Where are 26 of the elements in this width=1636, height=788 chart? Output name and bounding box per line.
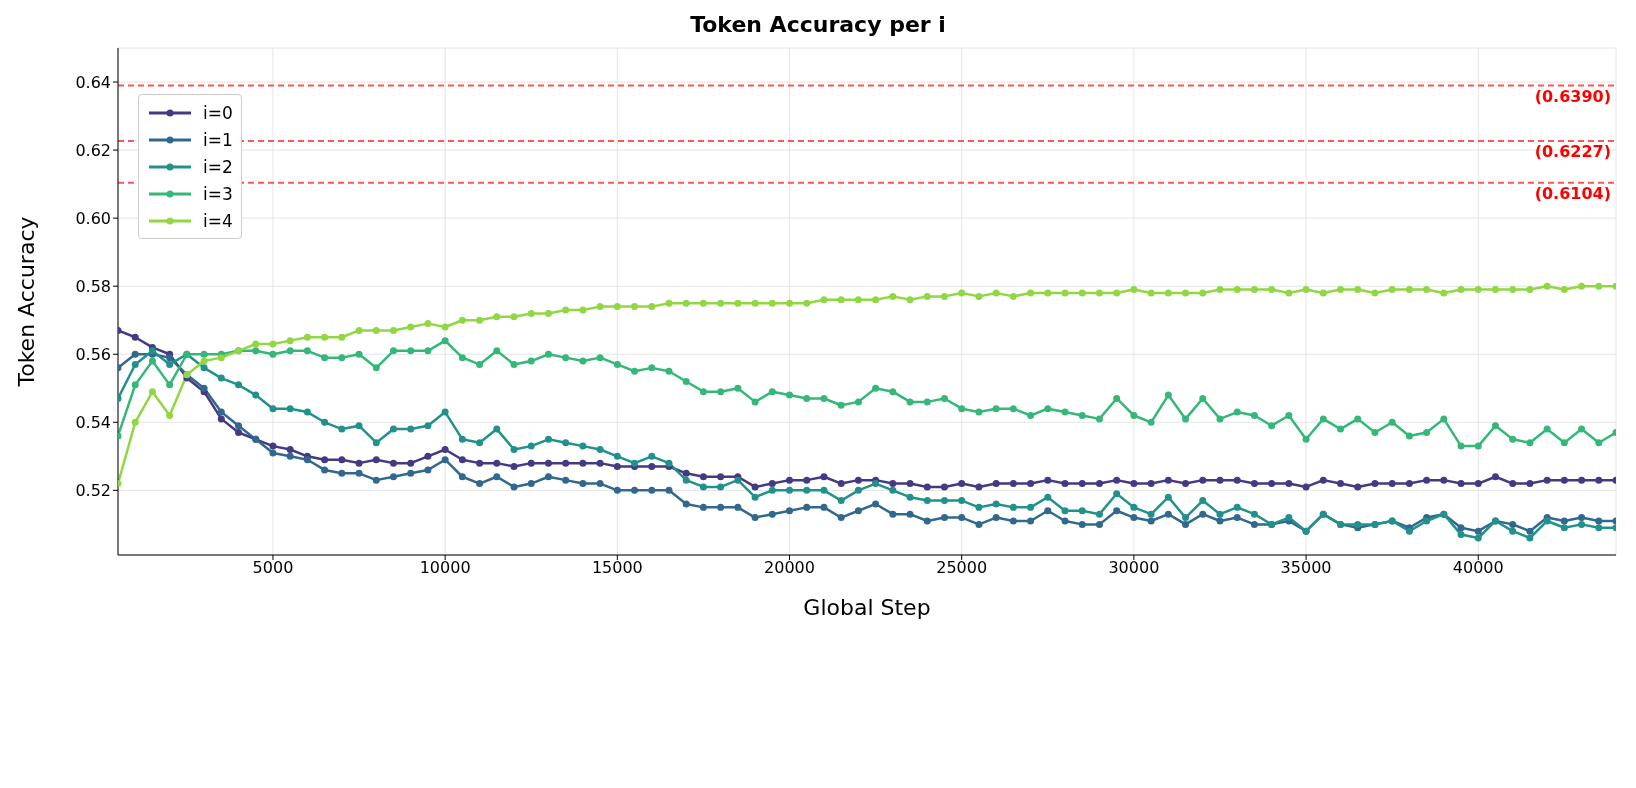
legend-label: i=2 [203,156,233,177]
x-tick-label: 35000 [1280,558,1332,578]
y-tick-label: 0.52 [75,481,111,501]
x-tick-label: 20000 [764,558,815,578]
y-tick-label: 0.64 [75,72,111,92]
y-tick-label: 0.54 [75,412,111,432]
chart-title: Token Accuracy per i [689,11,947,39]
x-tick-label: 30000 [1108,558,1160,578]
y-tick-label: 0.60 [75,208,111,228]
y-tick-label: 0.58 [75,276,111,296]
legend-label: i=4 [203,210,233,231]
x-tick-label: 25000 [936,558,988,578]
legend-label: i=0 [203,102,233,123]
x-tick-label: 5000 [252,558,294,578]
ref-line-label: (0.6104) [1534,184,1611,204]
ref-line-label: (0.6390) [1534,86,1611,106]
legend-label: i=1 [203,129,233,150]
y-tick-label: 0.56 [75,344,111,364]
y-axis-title: Token Accuracy [13,216,39,388]
x-axis-title: Global Step [803,595,931,620]
x-tick-label: 15000 [591,558,643,578]
legend-label: i=3 [203,183,233,204]
y-tick-label: 0.62 [75,140,111,160]
x-tick-label: 10000 [419,558,471,578]
ref-line-label: (0.6227) [1534,142,1611,162]
x-tick-label: 40000 [1452,558,1504,578]
